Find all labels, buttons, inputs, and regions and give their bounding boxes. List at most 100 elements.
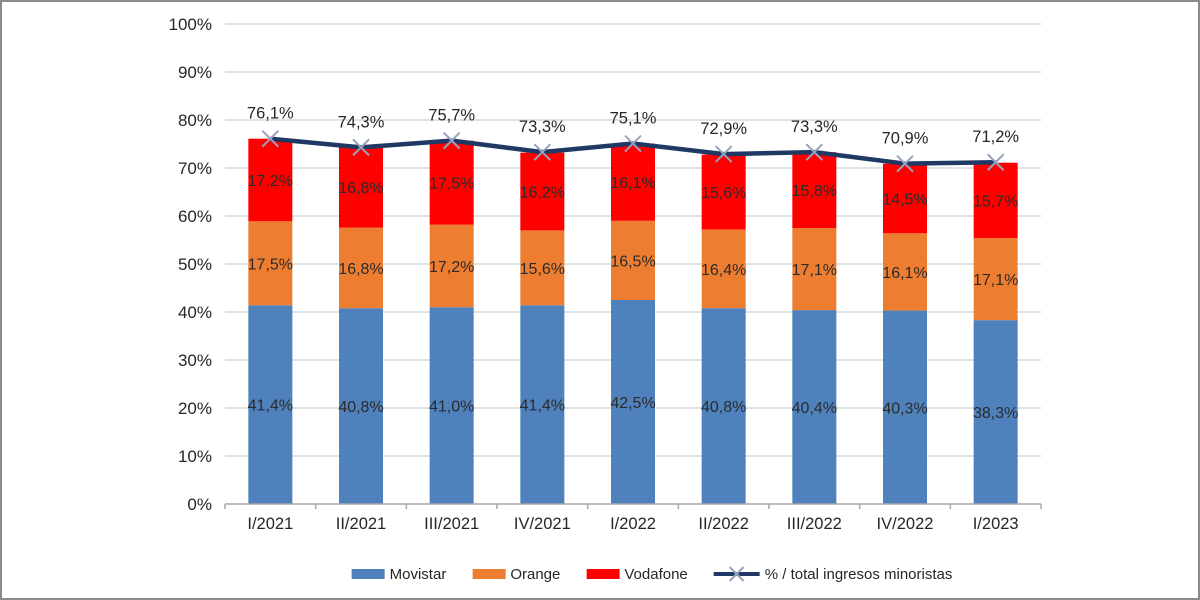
- data-label-total: 73,3%: [519, 118, 566, 136]
- data-label-vodafone: 15,7%: [973, 193, 1018, 210]
- y-axis-tick-label: 100%: [169, 15, 212, 34]
- data-label-orange: 16,1%: [882, 265, 927, 282]
- data-label-movistar: 41,4%: [520, 398, 565, 415]
- x-marker: [533, 143, 552, 161]
- data-label-total: 75,1%: [610, 110, 657, 128]
- bar-segment-movistar: [339, 308, 383, 504]
- data-label-orange: 17,5%: [248, 256, 293, 273]
- legend-item-vodafone: Vodafone: [586, 565, 688, 583]
- legend-label: Orange: [510, 565, 561, 583]
- data-label-total: 70,9%: [882, 130, 929, 148]
- y-axis-tick-label: 90%: [178, 63, 212, 82]
- legend-swatch-vodafone: [586, 569, 620, 579]
- legend-item-total-line: % / total ingresos minoristas: [713, 565, 953, 583]
- data-label-movistar: 42,5%: [610, 395, 655, 412]
- data-label-orange: 15,6%: [520, 261, 565, 278]
- data-label-vodafone: 14,5%: [882, 191, 927, 208]
- y-axis-tick-label: 10%: [178, 447, 212, 466]
- bar-segment-vodafone: [248, 138, 293, 222]
- data-label-vodafone: 15,8%: [792, 183, 837, 200]
- bar-segment-orange: [339, 227, 383, 309]
- bar-segment-movistar: [611, 300, 655, 504]
- data-label-vodafone: 16,2%: [520, 185, 565, 202]
- bar-segment-vodafone: [611, 143, 655, 221]
- x-marker: [986, 153, 1005, 171]
- bar-segment-movistar: [792, 310, 837, 504]
- data-label-movistar: 40,8%: [701, 399, 746, 416]
- legend-item-orange: Orange: [472, 566, 560, 583]
- x-axis-category-label: II/2021: [336, 515, 386, 533]
- data-label-total: 75,7%: [428, 107, 475, 125]
- data-label-movistar: 40,3%: [882, 400, 927, 417]
- bar-segment-orange: [611, 220, 655, 300]
- x-axis-category-label: II/2022: [698, 515, 748, 533]
- bar-segment-orange: [792, 228, 837, 311]
- data-label-movistar: 38,3%: [973, 405, 1018, 422]
- x-marker: [442, 131, 461, 150]
- data-label-vodafone: 16,8%: [338, 180, 383, 197]
- x-axis-category-label: III/2022: [787, 515, 842, 533]
- bar-segment-movistar: [429, 307, 474, 504]
- bar-segment-movistar: [701, 308, 746, 504]
- bar-segment-vodafone: [339, 146, 383, 228]
- bar-segment-vodafone: [429, 140, 474, 225]
- legend-item-movistar: Movistar: [351, 565, 447, 583]
- x-axis-category-label: III/2021: [424, 515, 479, 533]
- data-label-total: 76,1%: [247, 105, 294, 123]
- x-marker: [261, 130, 280, 148]
- y-axis-tick-label: 50%: [178, 255, 212, 274]
- bar-segment-vodafone: [973, 162, 1018, 239]
- bar-segment-movistar: [883, 310, 927, 504]
- y-axis-tick-label: 60%: [178, 207, 212, 226]
- bar-segment-orange: [973, 238, 1018, 321]
- data-label-orange: 16,4%: [701, 262, 746, 279]
- legend-label: Movistar: [389, 565, 447, 583]
- data-label-movistar: 40,8%: [338, 399, 383, 416]
- bar-segment-vodafone: [520, 152, 565, 231]
- bar-segment-vodafone: [701, 154, 746, 230]
- legend-swatch-orange: [472, 569, 506, 579]
- data-label-total: 74,3%: [338, 113, 385, 131]
- bar-segment-orange: [883, 233, 927, 311]
- data-label-movistar: 41,0%: [429, 399, 474, 416]
- bar-segment-vodafone: [792, 152, 837, 228]
- data-label-total: 72,9%: [700, 120, 747, 138]
- data-label-total: 73,3%: [791, 118, 838, 136]
- data-label-orange: 17,1%: [973, 272, 1018, 289]
- x-marker: [805, 143, 824, 161]
- x-marker: [352, 138, 370, 157]
- bar-segment-movistar: [248, 305, 293, 504]
- bar-segment-orange: [701, 229, 746, 309]
- bar-segment-orange: [248, 221, 293, 306]
- x-axis-category-label: IV/2021: [514, 515, 571, 533]
- data-label-vodafone: 17,5%: [429, 176, 474, 193]
- y-axis-tick-label: 40%: [178, 303, 212, 322]
- y-axis-tick-label: 0%: [187, 495, 212, 514]
- x-axis-category-label: I/2021: [247, 515, 293, 533]
- y-axis-tick-label: 20%: [178, 399, 212, 418]
- stacked-bar-line-chart: 0% 10% 20% 30% 40% 50% 60% 70% 80% 90% 100% 41,4% 17…: [169, 15, 1042, 533]
- y-axis-tick-label: 70%: [178, 159, 212, 178]
- bar-segment-movistar: [520, 305, 565, 504]
- data-label-movistar: 41,4%: [248, 398, 293, 415]
- data-label-orange: 17,2%: [429, 259, 474, 276]
- bar-segment-vodafone: [883, 163, 927, 234]
- data-label-total: 71,2%: [972, 128, 1019, 146]
- legend-label: Vodafone: [624, 565, 688, 583]
- data-label-orange: 17,1%: [792, 262, 837, 279]
- x-axis-category-label: IV/2022: [877, 515, 934, 533]
- data-label-vodafone: 15,6%: [701, 185, 746, 202]
- bar-segment-orange: [520, 230, 565, 306]
- data-label-movistar: 40,4%: [792, 400, 837, 417]
- data-label-orange: 16,8%: [338, 261, 383, 278]
- x-marker: [714, 145, 733, 163]
- data-label-vodafone: 17,2%: [248, 173, 293, 190]
- x-marker: [624, 134, 642, 153]
- x-axis-category-label: I/2022: [610, 515, 656, 533]
- x-marker: [896, 154, 914, 173]
- legend-swatch-movistar: [351, 569, 385, 579]
- legend-label: % / total ingresos minoristas: [764, 565, 953, 583]
- data-label-orange: 16,5%: [610, 253, 655, 270]
- data-label-vodafone: 16,1%: [610, 175, 655, 192]
